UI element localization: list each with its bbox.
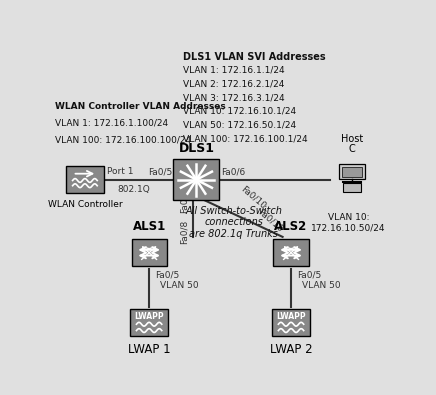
Text: LWAPP: LWAPP [276,312,306,321]
Text: VLAN 100: 172.16.100.100/24: VLAN 100: 172.16.100.100/24 [54,135,191,145]
FancyBboxPatch shape [338,164,365,179]
Text: Fa0/5: Fa0/5 [155,270,180,279]
Text: VLAN 10:
172.16.10.50/24: VLAN 10: 172.16.10.50/24 [311,213,386,233]
Text: VLAN 100: 172.16.100.1/24: VLAN 100: 172.16.100.1/24 [183,134,307,143]
Text: VLAN 2: 172.16.2.1/24: VLAN 2: 172.16.2.1/24 [183,79,284,88]
Text: Port 1: Port 1 [107,167,133,176]
Text: Fa0/8: Fa0/8 [180,189,189,213]
FancyBboxPatch shape [174,159,219,200]
Text: VLAN 50: VLAN 50 [160,281,198,290]
Text: Fa0/5: Fa0/5 [297,270,321,279]
Text: DLS1: DLS1 [178,142,215,155]
Text: ALS2: ALS2 [274,220,308,233]
Text: VLAN 50: VLAN 50 [302,281,341,290]
Text: VLAN 10: 172.16.10.1/24: VLAN 10: 172.16.10.1/24 [183,107,296,116]
FancyBboxPatch shape [272,309,310,336]
Text: 802.1Q: 802.1Q [118,185,150,194]
FancyBboxPatch shape [273,239,309,266]
Text: Host
C: Host C [341,134,363,154]
Text: WLAN Controller: WLAN Controller [48,200,122,209]
Text: WLAN Controller VLAN Addresses: WLAN Controller VLAN Addresses [54,102,225,111]
Text: Fa0/10: Fa0/10 [239,185,268,211]
Text: VLAN 1: 172.16.1.1/24: VLAN 1: 172.16.1.1/24 [183,66,285,75]
Text: DLS1 VLAN SVI Addresses: DLS1 VLAN SVI Addresses [183,52,326,62]
FancyBboxPatch shape [130,309,168,336]
Text: Fa0/10: Fa0/10 [256,208,285,234]
Text: ALS1: ALS1 [133,220,166,233]
FancyBboxPatch shape [343,183,361,192]
Text: Fa0/8: Fa0/8 [180,219,189,244]
Text: LWAP 2: LWAP 2 [270,343,312,356]
Text: LWAPP: LWAPP [134,312,164,321]
Text: Fa0/6: Fa0/6 [221,167,245,176]
Text: VLAN 1: 172.16.1.100/24: VLAN 1: 172.16.1.100/24 [54,119,167,128]
Text: Fa0/5: Fa0/5 [148,167,172,176]
Text: All Switch-to-Switch
connections
are 802.1q Trunks: All Switch-to-Switch connections are 802… [185,205,282,239]
FancyBboxPatch shape [342,167,361,177]
Text: LWAP 1: LWAP 1 [128,343,170,356]
Text: VLAN 3: 172.16.3.1/24: VLAN 3: 172.16.3.1/24 [183,93,285,102]
FancyBboxPatch shape [65,166,104,193]
FancyBboxPatch shape [132,239,167,266]
Text: VLAN 50: 172.16.50.1/24: VLAN 50: 172.16.50.1/24 [183,120,296,130]
